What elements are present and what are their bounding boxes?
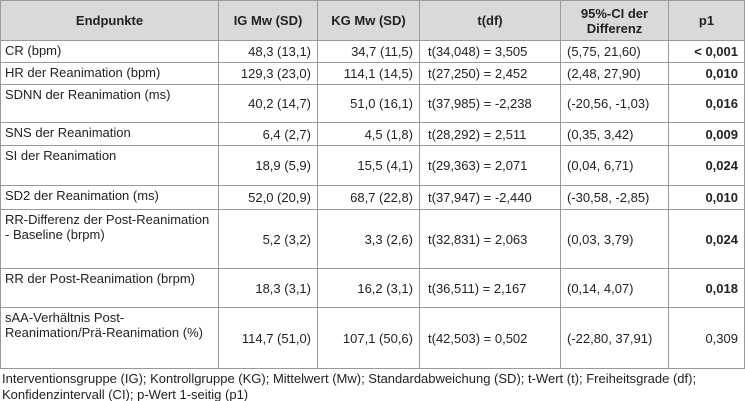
table-row: RR der Post-Reanimation (brpm) 18,3 (3,1)…: [0, 268, 745, 308]
table-cell: SNS der Reanimation: [0, 122, 219, 146]
table-cell: t(37,947) = -2,440: [419, 185, 561, 210]
table-row: SD2 der Reanimation (ms) 52,0 (20,9) 68,7 …: [0, 185, 745, 210]
table-cell: (-22,80, 37,91): [560, 307, 669, 369]
table-cell: (-20,56, -1,03): [560, 84, 669, 123]
table-cell: HR der Reanimation (bpm): [0, 62, 219, 85]
table-cell: 6,4 (2,7): [218, 122, 318, 146]
table-cell: (0,04, 6,71): [560, 145, 669, 186]
table-cell: RR-Differenz der Post-Reanimation - Base…: [0, 209, 219, 269]
table-cell: t(42,503) = 0,502: [419, 307, 561, 369]
table-row: sAA-Verhältnis Post-Reanimation/Prä-Rean…: [0, 307, 745, 369]
table-cell: 52,0 (20,9): [218, 185, 318, 210]
table-cell: t(37,985) = -2,238: [419, 84, 561, 123]
table-cell: 0,016: [668, 84, 745, 123]
header-cell: Endpunkte: [0, 0, 219, 41]
table-cell: 18,9 (5,9): [218, 145, 318, 186]
table-cell: RR der Post-Reanimation (brpm): [0, 268, 219, 308]
table-cell: t(32,831) = 2,063: [419, 209, 561, 269]
table-cell: (5,75, 21,60): [560, 40, 669, 63]
table-cell: 15,5 (4,1): [317, 145, 420, 186]
table-cell: sAA-Verhältnis Post-Reanimation/Prä-Rean…: [0, 307, 219, 369]
table-cell: t(36,511) = 2,167: [419, 268, 561, 308]
table-cell: t(29,363) = 2,071: [419, 145, 561, 186]
table-cell: 129,3 (23,0): [218, 62, 318, 85]
header-cell: IG Mw (SD): [218, 0, 318, 41]
table-row: SI der Reanimation 18,9 (5,9) 15,5 (4,1) t(…: [0, 145, 745, 186]
header-cell: t(df): [419, 0, 561, 41]
header-cell: 95%-CI der Differenz: [560, 0, 669, 41]
table-row: HR der Reanimation (bpm) 129,3 (23,0) 114,…: [0, 62, 745, 85]
table-cell: 18,3 (3,1): [218, 268, 318, 308]
table-body: CR (bpm) 48,3 (13,1) 34,7 (11,5) t(34,048) …: [0, 40, 745, 369]
table-cell: (0,35, 3,42): [560, 122, 669, 146]
table-cell: 0,309: [668, 307, 745, 369]
table-cell: CR (bpm): [0, 40, 219, 63]
table-cell: 0,018: [668, 268, 745, 308]
table-row: SDNN der Reanimation (ms) 40,2 (14,7) 51,0…: [0, 84, 745, 123]
table-cell: 0,010: [668, 185, 745, 210]
table-cell: 51,0 (16,1): [317, 84, 420, 123]
table-cell: 114,7 (51,0): [218, 307, 318, 369]
table-cell: 0,024: [668, 145, 745, 186]
table-cell: 48,3 (13,1): [218, 40, 318, 63]
table-cell: 5,2 (3,2): [218, 209, 318, 269]
table-cell: 16,2 (3,1): [317, 268, 420, 308]
table-cell: t(27,250) = 2,452: [419, 62, 561, 85]
table-cell: 114,1 (14,5): [317, 62, 420, 85]
table-cell: 4,5 (1,8): [317, 122, 420, 146]
table-row: CR (bpm) 48,3 (13,1) 34,7 (11,5) t(34,048) …: [0, 40, 745, 63]
table-cell: t(34,048) = 3,505: [419, 40, 561, 63]
table-cell: (-30,58, -2,85): [560, 185, 669, 210]
table-cell: 107,1 (50,6): [317, 307, 420, 369]
results-table: Endpunkte IG Mw (SD) KG Mw (SD) t(df) 95%-CI…: [0, 0, 745, 369]
table-cell: (0,03, 3,79): [560, 209, 669, 269]
table-cell: 68,7 (22,8): [317, 185, 420, 210]
table-row: RR-Differenz der Post-Reanimation - Base…: [0, 209, 745, 269]
header-cell: KG Mw (SD): [317, 0, 420, 41]
table-cell: < 0,001: [668, 40, 745, 63]
table-cell: (2,48, 27,90): [560, 62, 669, 85]
table-cell: SD2 der Reanimation (ms): [0, 185, 219, 210]
table-cell: 0,024: [668, 209, 745, 269]
table-cell: 40,2 (14,7): [218, 84, 318, 123]
table-cell: t(28,292) = 2,511: [419, 122, 561, 146]
footnote: Interventionsgruppe (IG); Kontrollgruppe…: [2, 371, 697, 401]
table-cell: 0,010: [668, 62, 745, 85]
table-cell: SDNN der Reanimation (ms): [0, 84, 219, 123]
header-row: Endpunkte IG Mw (SD) KG Mw (SD) t(df) 95%-CI…: [0, 0, 745, 41]
table-cell: (0,14, 4,07): [560, 268, 669, 308]
table-row: SNS der Reanimation 6,4 (2,7) 4,5 (1,8) t(2…: [0, 122, 745, 146]
table-cell: 34,7 (11,5): [317, 40, 420, 63]
table-cell: SI der Reanimation: [0, 145, 219, 186]
table-cell: 3,3 (2,6): [317, 209, 420, 269]
header-cell: p1: [668, 0, 745, 41]
table-cell: 0,009: [668, 122, 745, 146]
